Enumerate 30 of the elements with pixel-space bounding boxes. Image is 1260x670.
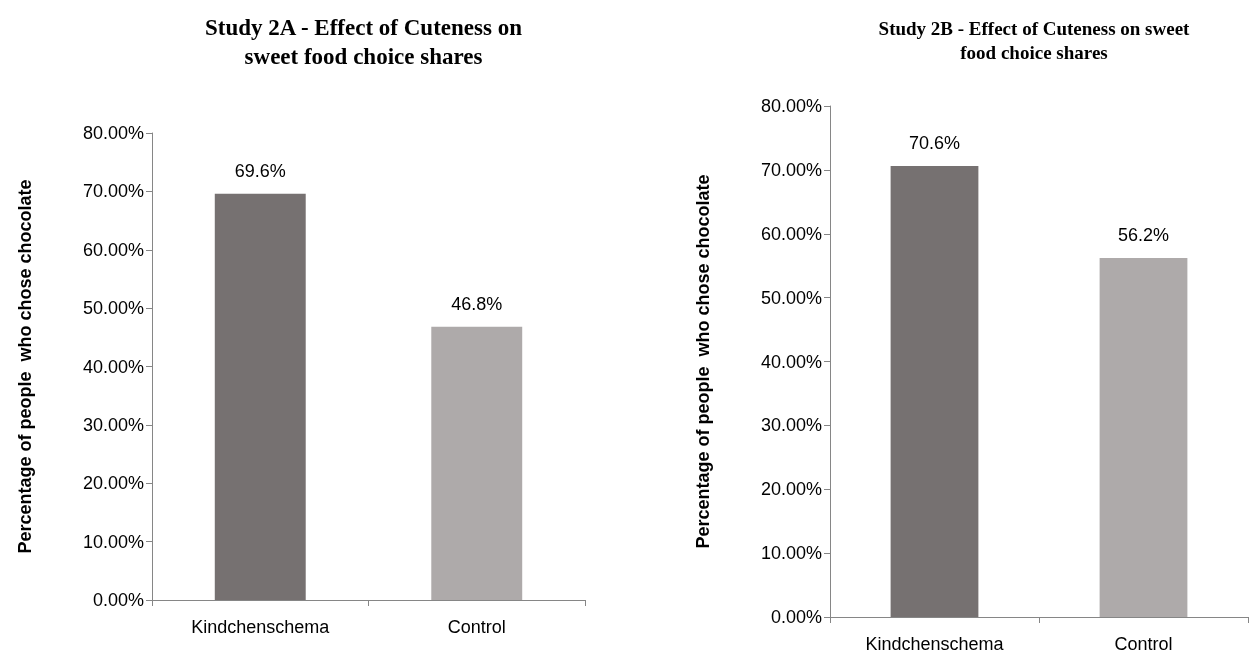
y-tick-label: 70.00%: [82, 181, 144, 202]
y-tick-label: 40.00%: [82, 356, 144, 377]
y-tick-label: 50.00%: [82, 298, 144, 319]
y-tick-label: 10.00%: [82, 531, 144, 552]
y-tick-label: 30.00%: [82, 414, 144, 435]
y-tick-label: 30.00%: [760, 415, 822, 436]
y-tick-label: 0.00%: [770, 607, 822, 627]
y-tick-label: 80.00%: [760, 96, 822, 116]
y-tick-label: 50.00%: [760, 287, 822, 308]
y-tick-label: 0.00%: [92, 590, 144, 610]
x-tick-label: Kindchenschema: [191, 617, 331, 637]
y-tick-label: 10.00%: [760, 543, 822, 564]
y-tick-label: 60.00%: [82, 239, 144, 260]
y-tick-label: 20.00%: [82, 473, 144, 494]
data-label: 56.2%: [1117, 225, 1170, 246]
chart-title: Study 2B - Effect of Cuteness on sweet food choice shares: [878, 18, 1191, 64]
chart-title: Study 2A - Effect of Cuteness on sweet food choice shares: [205, 14, 523, 69]
y-axis-title: Percentage of people who chose chocolate: [693, 174, 713, 549]
y-axis-title: Percentage of people who chose chocolate: [15, 179, 35, 554]
y-tick-label: 60.00%: [760, 223, 822, 244]
y-tick-label: 70.00%: [760, 159, 822, 180]
x-tick-label: Control: [447, 617, 506, 637]
data-label: 46.8%: [451, 293, 503, 314]
x-tick-label: Kindchenschema: [865, 634, 1005, 654]
y-tick-label: 40.00%: [760, 351, 822, 372]
y-tick-label: 80.00%: [82, 123, 144, 143]
data-label: 70.6%: [908, 133, 961, 154]
y-tick-label: 20.00%: [760, 479, 822, 500]
x-tick-label: Control: [1114, 634, 1173, 654]
data-label: 69.6%: [234, 160, 286, 181]
